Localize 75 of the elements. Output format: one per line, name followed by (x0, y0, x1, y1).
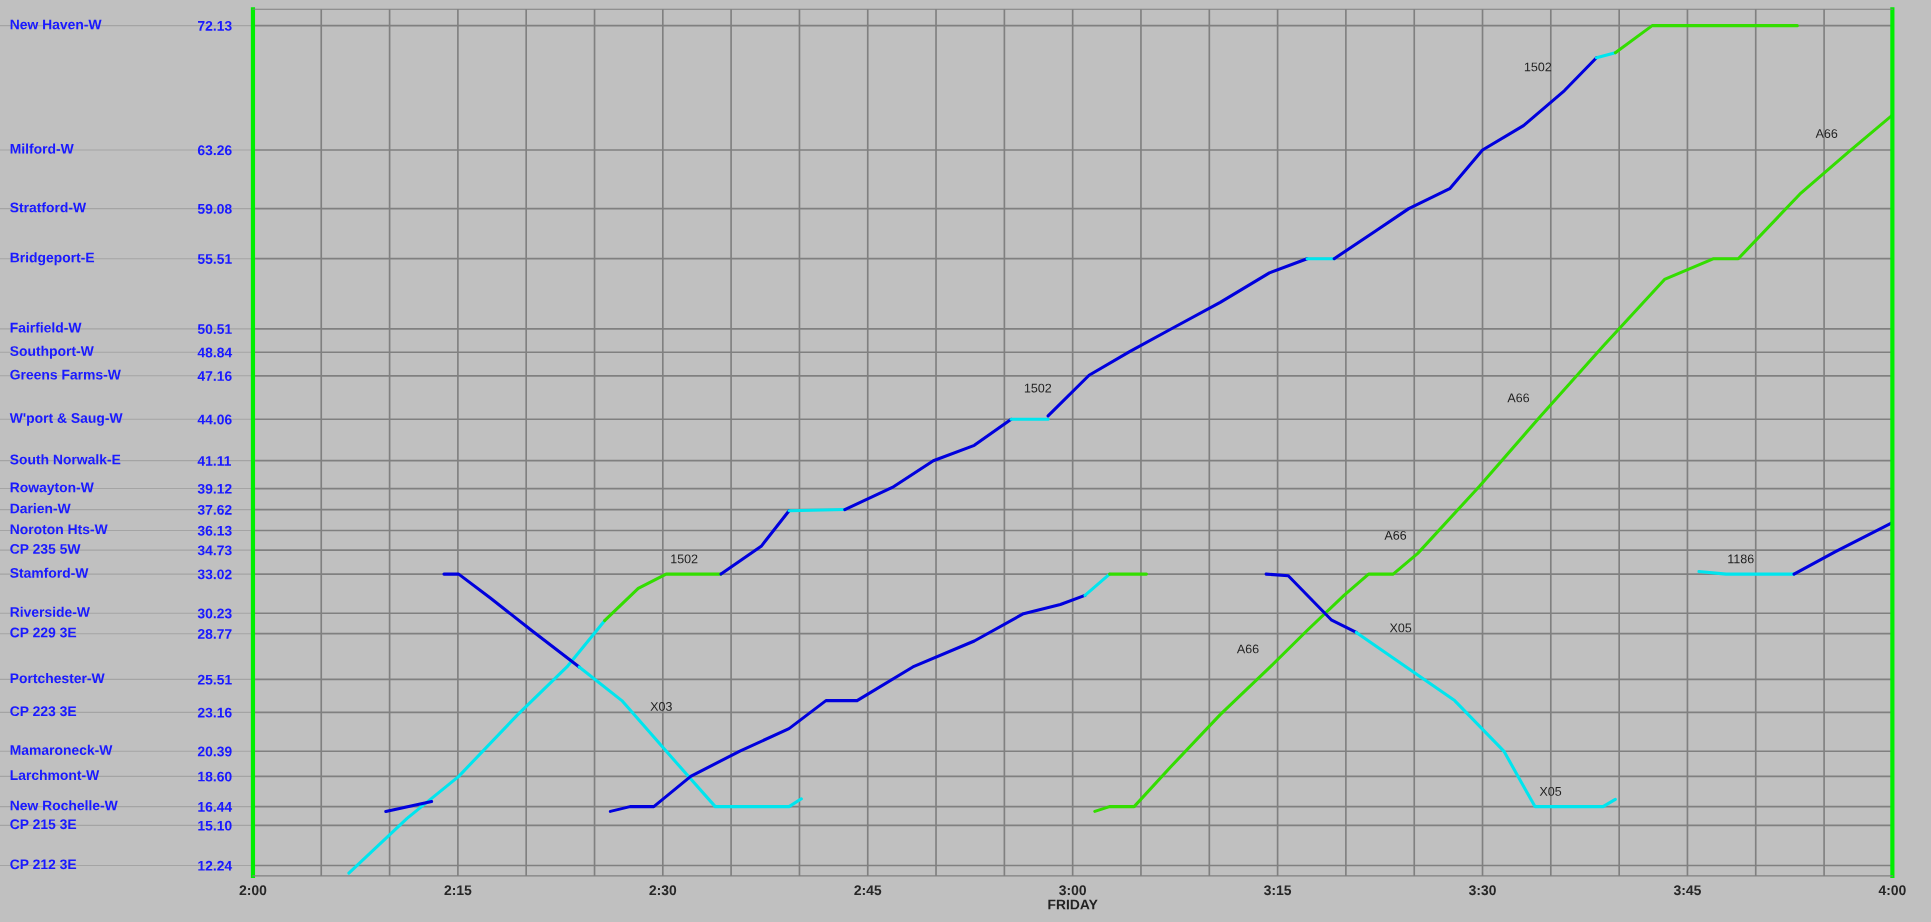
ref-line-label: CP 223 3E (10, 706, 77, 717)
x-tick-label: 2:30 (649, 885, 677, 896)
ref-line-label: South Norwalk-E (10, 454, 121, 465)
line-series (1332, 56, 1598, 261)
ref-line-label: Milford-W (10, 143, 74, 154)
y-tick-label: 23.16 (197, 707, 232, 718)
ref-line-label: Riverside-W (10, 606, 90, 617)
ref-line-label: Rowayton-W (10, 482, 94, 496)
y-tick-label: 36.13 (197, 525, 232, 536)
y-tick-label: 44.06 (197, 414, 232, 425)
annotation: A66 (1507, 393, 1530, 403)
ref-line-label: New Haven-W (10, 19, 102, 30)
x-tick-label: 3:00 (1059, 885, 1086, 896)
y-tick-label: 25.51 (197, 674, 232, 685)
ref-line-label: CP 212 3E (10, 859, 77, 870)
ref-line-label: Greens Farms-W (10, 369, 121, 380)
y-tick-label: 28.77 (197, 629, 232, 639)
line-series (347, 619, 607, 875)
y-tick-label: 15.10 (198, 820, 232, 831)
line-series (577, 665, 803, 809)
x-tick-label: 2:00 (239, 885, 267, 896)
ref-line-label: Stratford-W (10, 202, 87, 213)
line-series (442, 572, 581, 669)
y-tick-label: 30.23 (197, 608, 232, 619)
annotation: 1186 (1728, 554, 1754, 564)
line-series (843, 417, 1013, 512)
x-tick-label: 3:45 (1673, 885, 1701, 896)
x-tick-label: 3:30 (1468, 885, 1496, 896)
annotation: A66 (1236, 644, 1259, 654)
ref-line-label: Southport-W (10, 345, 94, 359)
x-tick-label: 2:15 (444, 885, 472, 896)
y-tick-label: 34.73 (197, 545, 232, 556)
line-series (1093, 113, 1893, 813)
ref-line-label: CP 215 3E (10, 819, 77, 830)
y-tick-label: 48.84 (197, 347, 233, 358)
annotation: X05 (1389, 623, 1412, 633)
ref-line-label: W'port & Saug-W (9, 413, 123, 426)
annotation: A66 (1815, 129, 1838, 138)
y-tick-label: 59.08 (197, 203, 232, 214)
ref-line-label: Portchester-W (10, 672, 105, 684)
ref-line-label: Noroton Hts-W (10, 524, 108, 535)
ref-line-label: Darien-W (10, 503, 71, 514)
x-tick-label: 4:00 (1878, 885, 1906, 896)
x-tick-label: 3:15 (1264, 885, 1292, 896)
line-series (608, 593, 1087, 813)
annotation: A66 (1384, 530, 1407, 540)
y-tick-label: 41.11 (197, 456, 232, 466)
ref-line-label: Mamaroneck-W (10, 744, 113, 755)
annotation: X05 (1539, 786, 1562, 796)
line-series (1264, 572, 1358, 634)
ref-line-label: Stamford-W (10, 567, 89, 578)
y-tick-label: 72.13 (198, 20, 232, 31)
ref-line-label: CP 229 3E (10, 627, 77, 638)
y-tick-label: 47.16 (197, 371, 232, 381)
annotation: 1502 (671, 554, 698, 564)
ref-line-label: Fairfield-W (10, 322, 82, 333)
ref-line-label: New Rochelle-W (10, 800, 118, 811)
x-axis-title: FRIDAY (1048, 899, 1098, 910)
y-tick-label: 16.44 (198, 801, 233, 812)
annotation: 1502 (1024, 383, 1052, 393)
y-tick-label: 20.39 (197, 746, 232, 757)
x-tick-label: 2:45 (854, 885, 882, 896)
ref-line-label: CP 235 5W (10, 544, 81, 554)
y-tick-label: 12.24 (198, 860, 233, 871)
ref-line-label: Bridgeport-E (10, 252, 95, 266)
ref-line-label: Larchmont-W (10, 769, 100, 781)
y-tick-label: 18.60 (198, 771, 232, 782)
y-tick-label: 50.51 (197, 324, 232, 334)
y-tick-label: 55.51 (197, 254, 232, 264)
y-tick-label: 39.12 (197, 483, 232, 494)
annotation: X03 (650, 702, 672, 711)
annotation: 1502 (1524, 62, 1552, 72)
y-tick-label: 37.62 (197, 504, 232, 515)
y-tick-label: 33.02 (197, 569, 232, 580)
y-tick-label: 63.26 (197, 145, 232, 156)
